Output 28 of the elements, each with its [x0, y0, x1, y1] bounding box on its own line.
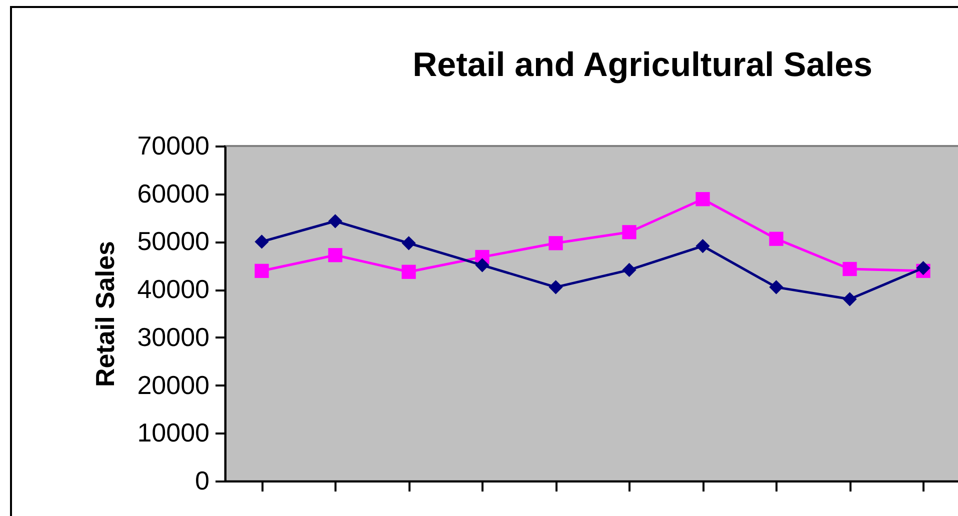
point: [328, 248, 342, 262]
point: [842, 262, 857, 276]
y-tick-label: 50000: [137, 226, 210, 256]
y-tick-label: 40000: [137, 274, 210, 304]
point: [254, 234, 269, 249]
y-tick-label: 30000: [137, 322, 210, 352]
point: [622, 262, 636, 278]
y-tick-label: 0: [195, 466, 210, 496]
point: [402, 264, 416, 279]
point: [769, 280, 784, 294]
point: [842, 292, 857, 306]
point: [402, 236, 416, 250]
y-axis-title: Retail Sales: [90, 241, 120, 387]
chart-title: Retail and Agricultural Sales: [412, 46, 872, 84]
point: [916, 260, 930, 276]
y-tick-label: 10000: [137, 418, 210, 448]
point: [769, 232, 784, 246]
y-tick-label: 20000: [137, 370, 210, 400]
point: [475, 258, 490, 272]
y-tick-label: 60000: [137, 178, 210, 208]
point: [548, 280, 563, 294]
point: [622, 225, 636, 240]
point: [696, 238, 710, 254]
point: [254, 264, 269, 278]
y-tick-label: 70000: [137, 130, 210, 160]
point: [328, 214, 342, 228]
point: [548, 236, 563, 250]
point: [696, 192, 710, 206]
